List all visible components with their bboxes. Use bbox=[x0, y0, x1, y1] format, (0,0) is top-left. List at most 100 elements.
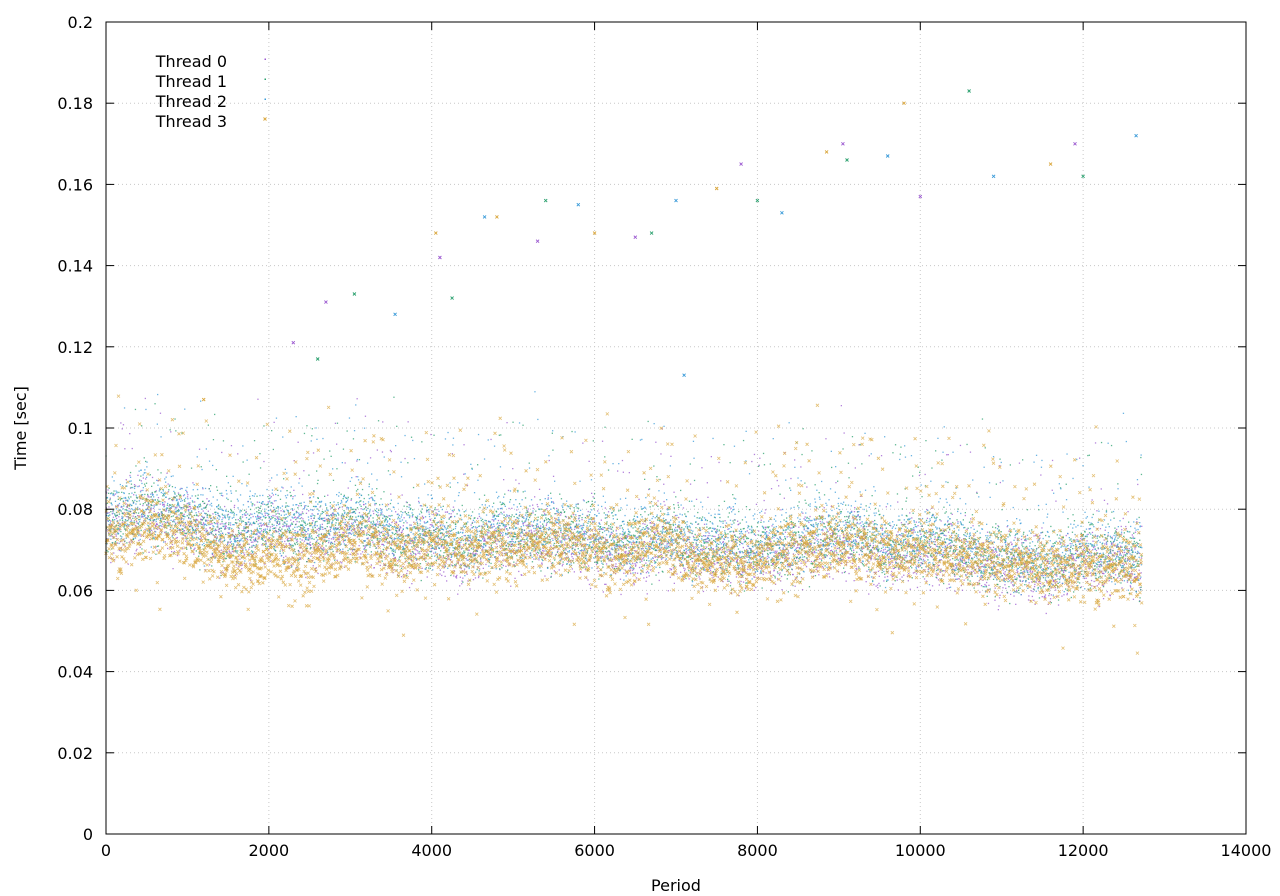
data-point bbox=[350, 498, 353, 500]
data-point bbox=[339, 534, 341, 536]
data-point bbox=[391, 514, 393, 517]
data-point bbox=[373, 567, 375, 569]
data-point bbox=[456, 537, 459, 539]
data-point bbox=[230, 536, 232, 538]
data-point bbox=[491, 534, 494, 536]
data-point bbox=[949, 542, 951, 545]
data-point bbox=[119, 525, 121, 527]
data-point bbox=[324, 517, 326, 519]
data-point bbox=[267, 496, 269, 498]
data-point bbox=[707, 557, 710, 559]
data-point bbox=[326, 526, 328, 528]
data-point bbox=[199, 569, 201, 571]
data-point bbox=[931, 556, 933, 558]
data-point bbox=[214, 548, 216, 551]
data-point bbox=[937, 579, 940, 581]
data-point bbox=[116, 542, 119, 544]
data-point bbox=[683, 539, 685, 542]
data-point bbox=[442, 543, 444, 546]
data-point bbox=[683, 567, 685, 569]
data-point bbox=[497, 540, 499, 542]
data-point bbox=[1107, 554, 1109, 556]
data-point bbox=[1098, 605, 1100, 608]
data-point bbox=[165, 521, 167, 524]
data-point bbox=[141, 548, 143, 550]
data-point bbox=[291, 536, 294, 538]
data-point bbox=[847, 543, 849, 545]
data-point bbox=[473, 554, 475, 556]
data-point bbox=[1049, 598, 1052, 600]
data-point bbox=[1131, 579, 1133, 581]
data-point bbox=[337, 517, 339, 519]
data-point bbox=[390, 451, 392, 453]
data-point bbox=[733, 531, 735, 533]
data-point bbox=[467, 552, 469, 554]
data-point bbox=[335, 547, 337, 549]
data-point bbox=[382, 421, 384, 423]
data-point bbox=[474, 577, 477, 579]
data-point bbox=[155, 491, 157, 493]
data-point bbox=[292, 545, 294, 547]
data-point bbox=[235, 547, 237, 549]
data-point bbox=[1029, 570, 1032, 572]
data-point bbox=[409, 515, 411, 517]
data-point bbox=[507, 536, 509, 538]
data-point bbox=[1058, 557, 1060, 559]
data-point bbox=[822, 567, 824, 569]
data-point bbox=[1052, 550, 1054, 552]
data-point bbox=[1014, 576, 1016, 578]
data-point bbox=[367, 537, 369, 539]
data-point bbox=[353, 527, 355, 529]
data-point bbox=[157, 497, 160, 499]
data-point bbox=[299, 502, 301, 505]
data-point bbox=[455, 523, 457, 525]
data-point bbox=[921, 547, 924, 549]
data-point bbox=[115, 535, 117, 537]
data-point bbox=[294, 537, 296, 540]
data-point bbox=[172, 568, 174, 570]
data-point bbox=[443, 536, 445, 538]
data-point bbox=[228, 523, 230, 526]
data-point bbox=[112, 520, 114, 522]
data-point bbox=[1004, 584, 1006, 586]
data-point bbox=[728, 558, 730, 560]
data-point bbox=[972, 570, 974, 572]
data-point bbox=[112, 510, 114, 512]
data-point bbox=[408, 539, 411, 541]
data-point bbox=[364, 526, 366, 528]
data-point bbox=[620, 593, 622, 596]
data-point bbox=[109, 514, 111, 516]
data-point bbox=[276, 531, 278, 533]
data-point bbox=[168, 498, 170, 500]
data-point bbox=[157, 512, 159, 514]
data-point bbox=[908, 572, 910, 575]
data-point bbox=[123, 526, 125, 528]
data-point bbox=[172, 499, 174, 502]
data-point bbox=[985, 584, 987, 587]
data-point bbox=[482, 537, 484, 539]
data-point bbox=[295, 539, 298, 541]
data-point bbox=[391, 526, 394, 528]
data-point bbox=[591, 492, 593, 494]
data-point bbox=[569, 546, 571, 548]
data-point bbox=[1098, 565, 1100, 568]
data-point bbox=[475, 527, 477, 529]
data-point bbox=[258, 535, 260, 537]
data-point bbox=[123, 528, 126, 530]
data-point bbox=[242, 461, 244, 463]
data-point bbox=[643, 577, 645, 579]
data-point bbox=[338, 537, 340, 540]
data-point bbox=[451, 564, 453, 566]
data-point bbox=[220, 552, 222, 554]
data-point bbox=[182, 525, 184, 527]
data-point bbox=[796, 546, 799, 549]
data-point bbox=[359, 500, 361, 502]
data-point bbox=[1112, 542, 1114, 544]
data-point bbox=[814, 539, 816, 541]
data-point bbox=[198, 555, 200, 557]
data-point bbox=[1088, 568, 1090, 570]
data-point bbox=[227, 510, 229, 513]
data-point bbox=[583, 530, 585, 533]
data-point bbox=[1030, 590, 1033, 592]
data-point bbox=[588, 529, 590, 532]
